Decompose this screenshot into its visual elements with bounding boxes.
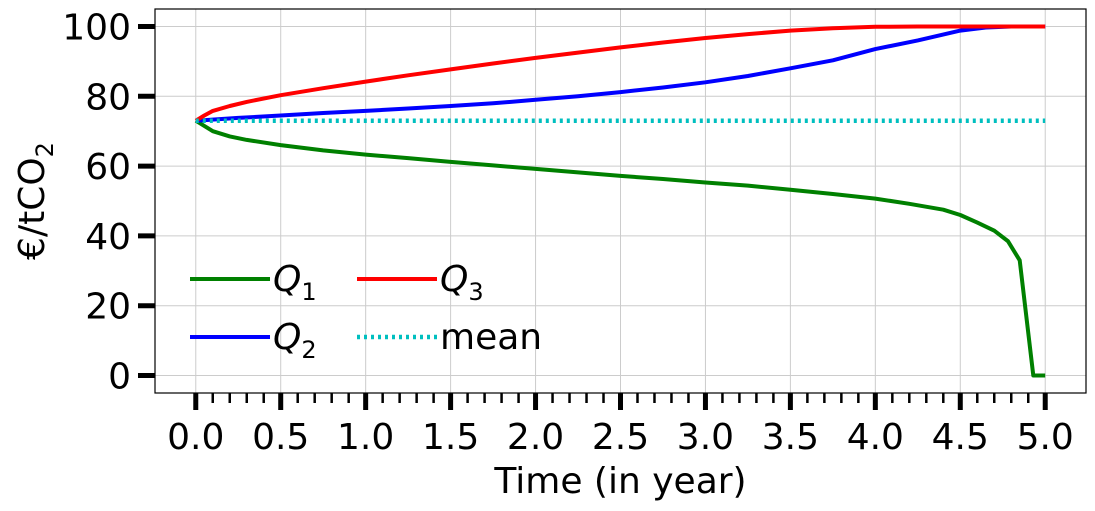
y-tick-label: 40 <box>85 217 131 258</box>
grid-lines <box>155 9 1086 393</box>
y-tick-label: 20 <box>85 287 131 328</box>
y-tick-label: 80 <box>85 77 131 118</box>
series-line-q1 <box>194 118 1046 378</box>
legend-label: Q2 <box>273 317 317 364</box>
x-tick-label: 1.5 <box>422 417 479 458</box>
x-tick-label: 2.0 <box>507 417 564 458</box>
legend-label: Q1 <box>273 259 317 306</box>
y-tick-label: 100 <box>62 7 131 48</box>
legend-label: mean <box>440 317 542 358</box>
series-line-q3 <box>194 24 1046 123</box>
x-tick-label: 1.0 <box>337 417 394 458</box>
y-tick-label: 60 <box>85 147 131 188</box>
axis-ticks: 0.0 0.5 1.0 1.5 2.0 2.5 3.0 3.5 4.0 4.5 5.0 0 20 40 60… <box>62 7 1074 458</box>
legend: Q1 Q2 Q3 mean <box>190 259 542 364</box>
series-line-q2 <box>195 24 1046 123</box>
x-tick-label: 0.0 <box>167 417 224 458</box>
x-tick-label: 4.0 <box>847 417 904 458</box>
x-tick-label: 3.0 <box>677 417 734 458</box>
y-axis-label: €/tCO2 <box>12 142 59 260</box>
x-tick-label: 5.0 <box>1017 417 1074 458</box>
legend-label: Q3 <box>440 259 484 306</box>
y-tick-label: 0 <box>108 357 131 398</box>
x-axis-label: Time (in year) <box>493 461 746 502</box>
x-tick-label: 4.5 <box>932 417 989 458</box>
series-lines <box>194 24 1046 378</box>
x-tick-label: 3.5 <box>762 417 819 458</box>
x-tick-label: 2.5 <box>592 417 649 458</box>
x-tick-label: 0.5 <box>252 417 309 458</box>
